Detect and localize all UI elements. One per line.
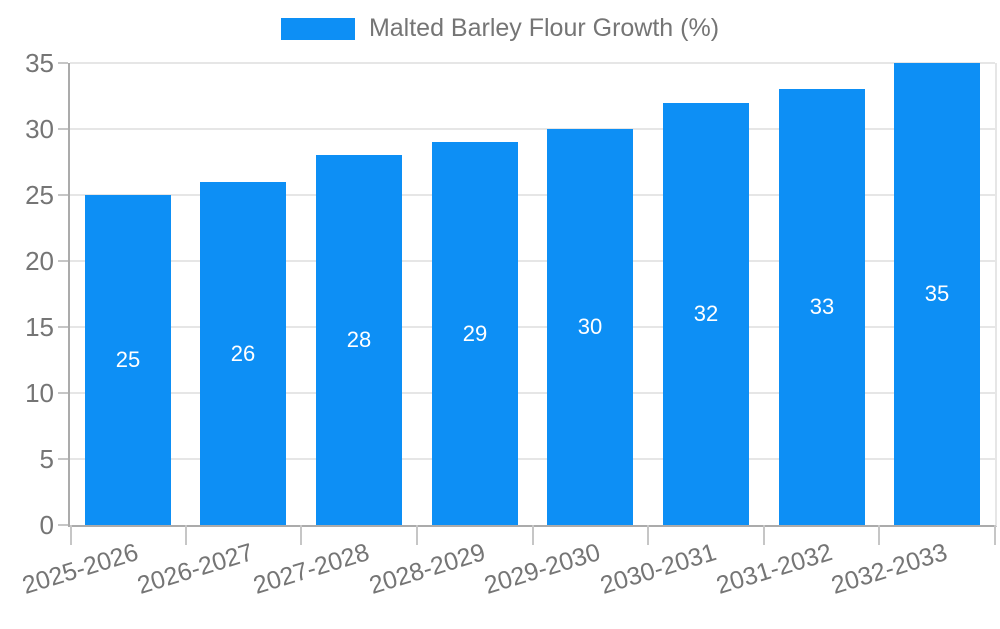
y-axis-tick — [58, 458, 68, 460]
y-axis-label: 5 — [39, 444, 54, 474]
x-axis-tick — [185, 525, 187, 545]
bar: 28 — [316, 155, 402, 525]
gridline — [70, 260, 995, 262]
x-axis-tick — [647, 525, 649, 545]
bar: 26 — [200, 182, 286, 525]
y-axis-label: 20 — [25, 246, 54, 276]
x-axis-tick — [70, 525, 72, 545]
y-axis-tick — [58, 524, 68, 526]
y-axis-label: 25 — [25, 180, 54, 210]
bar: 30 — [547, 129, 633, 525]
y-axis-tick — [58, 326, 68, 328]
gridline — [70, 62, 995, 64]
gridline — [70, 392, 995, 394]
bar-value-label: 26 — [230, 340, 256, 366]
bar-value-label: 30 — [577, 314, 603, 339]
gridline — [70, 326, 995, 328]
bar-value-label: 29 — [462, 320, 488, 346]
y-axis-tick — [58, 392, 68, 394]
gridline — [70, 128, 995, 130]
bar: 29 — [432, 142, 518, 525]
y-axis-tick — [58, 128, 68, 130]
gridline — [70, 458, 995, 460]
y-axis-tick — [58, 194, 68, 196]
x-axis-tick — [532, 525, 534, 545]
x-axis-tick — [763, 525, 765, 545]
legend: Malted Barley Flour Growth (%) — [0, 14, 1000, 43]
legend-label: Malted Barley Flour Growth (%) — [368, 14, 720, 42]
x-axis-tick — [416, 525, 418, 545]
bar-chart: Malted Barley Flour Growth (%) 25 26 28 29 3… — [0, 14, 1000, 600]
legend-swatch — [280, 17, 355, 40]
bar-value-label: 25 — [115, 347, 141, 372]
y-axis-tick — [58, 260, 68, 262]
y-axis-label: 30 — [25, 114, 54, 144]
y-axis-tick — [58, 62, 68, 64]
bar-value-label: 32 — [693, 301, 719, 326]
y-axis-label: 35 — [25, 48, 54, 78]
bar-value-label: 28 — [346, 327, 372, 352]
x-axis-tick — [300, 525, 302, 545]
bar: 35 — [894, 63, 980, 525]
gridline — [70, 194, 995, 196]
y-axis-label: 0 — [39, 510, 54, 540]
y-axis-label: 10 — [25, 378, 54, 408]
bar-value-label: 35 — [924, 281, 950, 306]
bar: 33 — [779, 89, 865, 525]
x-axis-tick — [994, 525, 996, 545]
x-axis-tick — [878, 525, 880, 545]
bar: 32 — [663, 103, 749, 525]
bar-value-label: 33 — [809, 294, 835, 319]
plot-area: 25 26 28 29 30 32 33 35 — [58, 62, 997, 545]
bar: 25 — [85, 195, 171, 525]
y-axis-label: 15 — [25, 312, 54, 342]
